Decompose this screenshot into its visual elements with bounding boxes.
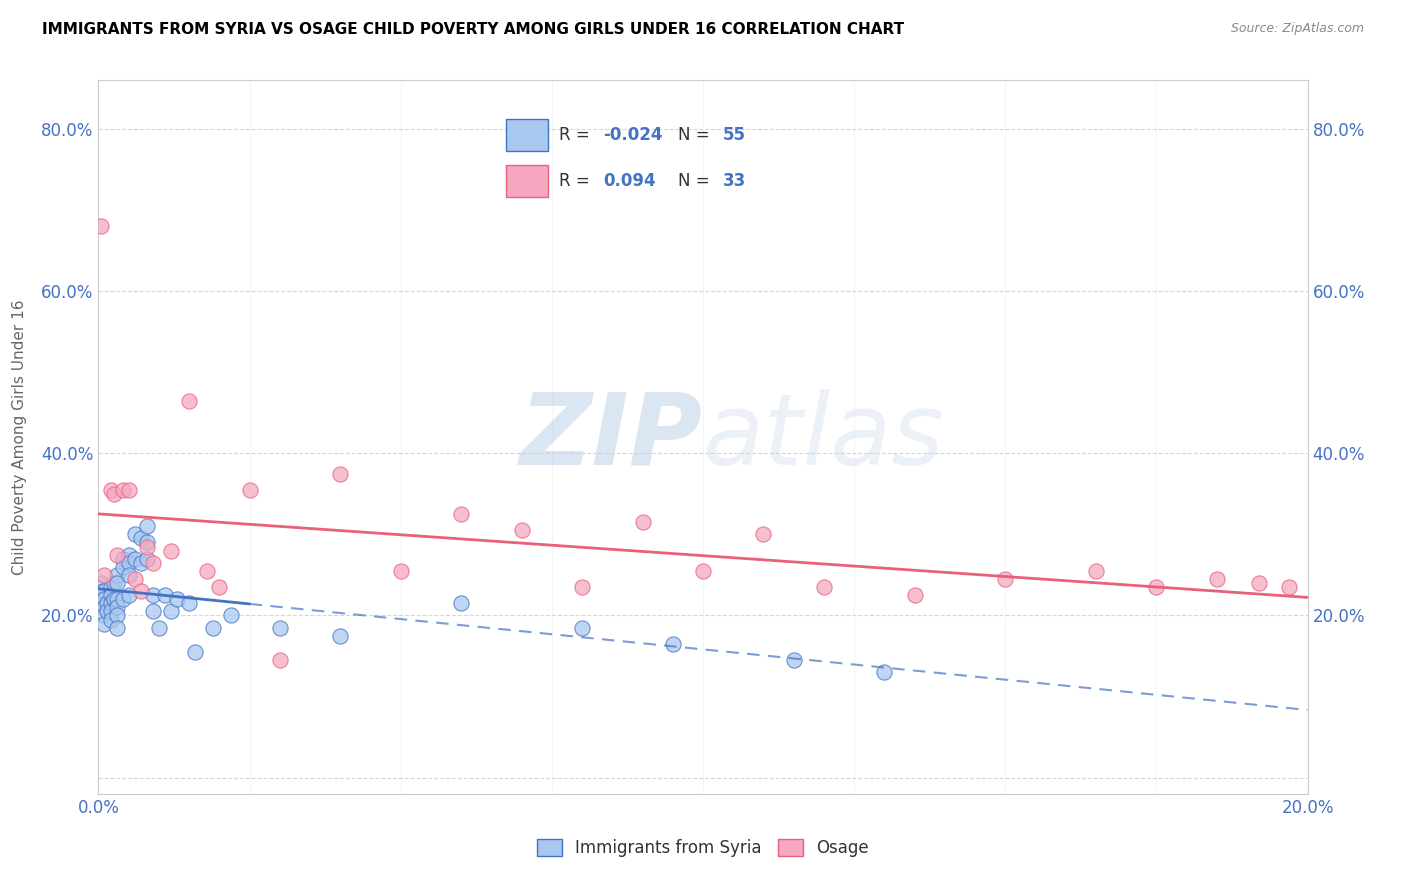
Point bbox=[90, 576, 112, 591]
Point bbox=[100, 596, 122, 610]
Point bbox=[100, 604, 122, 618]
Point bbox=[124, 551, 146, 566]
Point bbox=[904, 588, 927, 602]
Point bbox=[873, 665, 896, 680]
Point bbox=[160, 543, 183, 558]
Legend: Immigrants from Syria, Osage: Immigrants from Syria, Osage bbox=[530, 832, 876, 864]
Point bbox=[135, 551, 157, 566]
Point bbox=[118, 556, 141, 570]
Text: IMMIGRANTS FROM SYRIA VS OSAGE CHILD POVERTY AMONG GIRLS UNDER 16 CORRELATION CH: IMMIGRANTS FROM SYRIA VS OSAGE CHILD POV… bbox=[42, 22, 904, 37]
Point bbox=[100, 580, 122, 594]
Point bbox=[118, 548, 141, 562]
Point bbox=[450, 507, 472, 521]
Point bbox=[450, 596, 472, 610]
Point bbox=[105, 592, 128, 607]
Text: Source: ZipAtlas.com: Source: ZipAtlas.com bbox=[1230, 22, 1364, 36]
Point bbox=[103, 487, 125, 501]
Point bbox=[118, 483, 141, 497]
Point bbox=[571, 621, 593, 635]
Point bbox=[129, 584, 152, 599]
Point bbox=[160, 604, 183, 618]
Point bbox=[389, 564, 412, 578]
Point bbox=[111, 483, 134, 497]
Point bbox=[105, 568, 128, 582]
Point bbox=[208, 580, 231, 594]
Point bbox=[661, 637, 683, 651]
Point bbox=[93, 608, 115, 623]
Point bbox=[148, 621, 170, 635]
Point bbox=[91, 592, 114, 607]
Point bbox=[153, 588, 176, 602]
Point bbox=[105, 608, 128, 623]
Point bbox=[142, 604, 165, 618]
Point bbox=[692, 564, 714, 578]
Y-axis label: Child Poverty Among Girls Under 16: Child Poverty Among Girls Under 16 bbox=[13, 300, 27, 574]
Point bbox=[93, 568, 115, 582]
Point bbox=[111, 592, 134, 607]
Point bbox=[124, 572, 146, 586]
Point bbox=[96, 604, 118, 618]
Point bbox=[100, 483, 122, 497]
Point bbox=[96, 596, 118, 610]
Point bbox=[142, 556, 165, 570]
Point bbox=[93, 584, 115, 599]
Point bbox=[103, 592, 125, 607]
Point bbox=[813, 580, 835, 594]
Point bbox=[510, 524, 533, 538]
Point bbox=[93, 616, 115, 631]
Point bbox=[179, 596, 201, 610]
Point bbox=[994, 572, 1017, 586]
Point bbox=[269, 621, 291, 635]
Point bbox=[135, 519, 157, 533]
Point bbox=[1085, 564, 1108, 578]
Point bbox=[103, 576, 125, 591]
Point bbox=[142, 588, 165, 602]
Text: ZIP: ZIP bbox=[520, 389, 703, 485]
Point bbox=[239, 483, 262, 497]
Point bbox=[1249, 576, 1271, 591]
Point bbox=[184, 645, 207, 659]
Point bbox=[93, 592, 115, 607]
Point bbox=[752, 527, 775, 541]
Point bbox=[118, 588, 141, 602]
Point bbox=[1206, 572, 1229, 586]
Point bbox=[90, 219, 112, 234]
Point bbox=[105, 576, 128, 591]
Point bbox=[118, 568, 141, 582]
Point bbox=[221, 608, 243, 623]
Point bbox=[105, 600, 128, 615]
Point bbox=[135, 535, 157, 549]
Point bbox=[105, 548, 128, 562]
Point bbox=[111, 559, 134, 574]
Point bbox=[195, 564, 218, 578]
Point bbox=[100, 613, 122, 627]
Point bbox=[105, 621, 128, 635]
Point bbox=[631, 515, 654, 529]
Point bbox=[179, 393, 201, 408]
Point bbox=[269, 653, 291, 667]
Point bbox=[329, 629, 352, 643]
Point bbox=[329, 467, 352, 481]
Point bbox=[93, 600, 115, 615]
Point bbox=[166, 592, 188, 607]
Text: atlas: atlas bbox=[703, 389, 945, 485]
Point bbox=[111, 551, 134, 566]
Point bbox=[124, 527, 146, 541]
Point bbox=[91, 584, 114, 599]
Point bbox=[1278, 580, 1301, 594]
Point bbox=[129, 556, 152, 570]
Point bbox=[1144, 580, 1167, 594]
Point bbox=[783, 653, 806, 667]
Point bbox=[93, 592, 115, 607]
Point bbox=[100, 588, 122, 602]
Point bbox=[135, 540, 157, 554]
Point bbox=[129, 532, 152, 546]
Point bbox=[202, 621, 225, 635]
Point bbox=[571, 580, 593, 594]
